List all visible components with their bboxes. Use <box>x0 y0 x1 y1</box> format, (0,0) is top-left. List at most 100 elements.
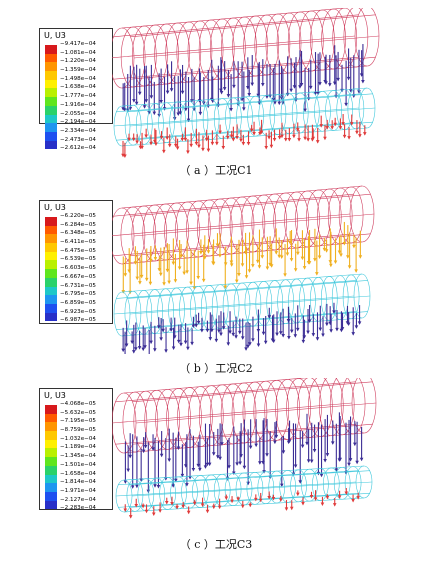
arrow-head <box>196 275 201 280</box>
arrow-head <box>210 328 214 333</box>
arrow-head <box>287 138 292 142</box>
arrow-head <box>141 504 145 509</box>
mesh-line <box>113 56 359 80</box>
legend-swatch <box>45 114 57 124</box>
arrow-head <box>165 90 170 95</box>
arrow-head <box>274 251 279 255</box>
arrow-head <box>127 137 131 142</box>
arrow-head <box>191 468 196 472</box>
arrow-head <box>206 104 211 109</box>
arrow-head <box>186 510 191 515</box>
arrow-head <box>137 91 142 96</box>
arrow-head <box>130 340 134 345</box>
mesh-line <box>135 402 377 424</box>
legend-tick-label: −1.345e−04 <box>60 453 96 460</box>
legend-tick-label: −1.498e−04 <box>60 75 96 82</box>
arrow-head <box>317 255 322 260</box>
arrow-head <box>184 107 188 112</box>
mesh-line <box>121 273 363 293</box>
arrow-head <box>200 329 204 333</box>
legend-swatch <box>45 422 57 432</box>
mesh-line <box>115 423 356 445</box>
arrow-head <box>328 83 332 87</box>
arrow-head <box>169 88 174 92</box>
legend-swatch <box>45 53 57 63</box>
arrow-head <box>221 326 226 330</box>
arrow-head <box>176 339 181 344</box>
arrow-head <box>354 325 359 329</box>
arrow-head <box>332 503 337 507</box>
arrow-head <box>240 263 245 267</box>
mesh-line <box>113 295 355 315</box>
arrow-head <box>175 146 180 151</box>
arrow-head <box>309 495 314 499</box>
arrow-head <box>141 347 146 352</box>
arrow-head <box>273 440 277 445</box>
mesh-line <box>115 481 357 497</box>
arrow-head <box>227 465 231 469</box>
arrow-head <box>186 150 190 155</box>
arrow-head <box>149 95 154 99</box>
arrow-head <box>132 99 136 103</box>
arrow-head <box>234 335 238 339</box>
arrow-head <box>128 515 133 519</box>
arrow-head <box>355 130 359 135</box>
arrow-head <box>300 256 305 261</box>
arrow-head <box>308 85 313 90</box>
arrow-head <box>256 343 261 348</box>
arrow-head <box>242 465 247 470</box>
arrow-head <box>164 501 169 505</box>
arrow-head <box>131 137 136 142</box>
legend-swatch <box>45 448 57 458</box>
arrow-head <box>237 272 241 277</box>
legend-swatch <box>45 457 57 466</box>
arrow-head <box>318 327 323 332</box>
arrow-head <box>316 91 320 96</box>
arrow-head <box>196 463 201 468</box>
arrow-head <box>244 275 249 279</box>
legend-swatch <box>45 431 57 440</box>
legend-swatch <box>45 105 57 115</box>
arrow-head <box>171 346 176 350</box>
mesh-line <box>112 35 356 59</box>
legend-a: U, U3 −9.417e−04 −1.081e−04 −1.220e−04 −1.3… <box>39 28 113 151</box>
arrow-head <box>328 260 333 264</box>
mesh-line <box>121 317 363 337</box>
arrow-head <box>192 501 197 506</box>
arrow-head <box>186 346 190 351</box>
arrow-head <box>251 264 255 268</box>
arrow-head <box>344 491 349 495</box>
arrow-head <box>301 502 305 506</box>
arrow-head <box>206 148 211 153</box>
arrow-head <box>247 93 252 97</box>
arrow-head <box>279 255 284 259</box>
arrow-head <box>196 320 201 325</box>
mesh-line <box>123 378 308 394</box>
arrow-head <box>272 138 277 142</box>
arrow-head <box>320 502 325 507</box>
arrow-head <box>351 499 355 503</box>
arrow-head <box>162 282 166 286</box>
arrow-head <box>263 340 268 345</box>
arrow-head <box>218 456 222 461</box>
arrow-head <box>268 94 272 99</box>
legend-tick-label: −6.411e−05 <box>60 239 96 246</box>
legend-tick-label: −1.971e−04 <box>60 487 96 494</box>
legend-title: U, U3 <box>44 31 66 40</box>
arrow-head <box>277 136 282 140</box>
mesh-line <box>112 213 351 237</box>
lower-tunnel-mesh <box>113 273 371 337</box>
legend-tick-label: −2.612e−04 <box>60 145 96 152</box>
arrow-head <box>247 269 252 273</box>
legend-tick-label: −6.603e−05 <box>60 265 96 272</box>
legend-tick-label: −6.795e−05 <box>60 291 96 298</box>
arrow-head <box>336 77 340 82</box>
arrow-head <box>293 268 298 272</box>
arrow-head <box>252 132 256 136</box>
arrow-head <box>180 90 185 95</box>
arrow-head <box>149 141 153 146</box>
arrow-head <box>311 333 316 337</box>
legend-swatch <box>45 269 57 278</box>
legend-swatch <box>45 260 57 270</box>
arrow-head <box>183 137 188 142</box>
